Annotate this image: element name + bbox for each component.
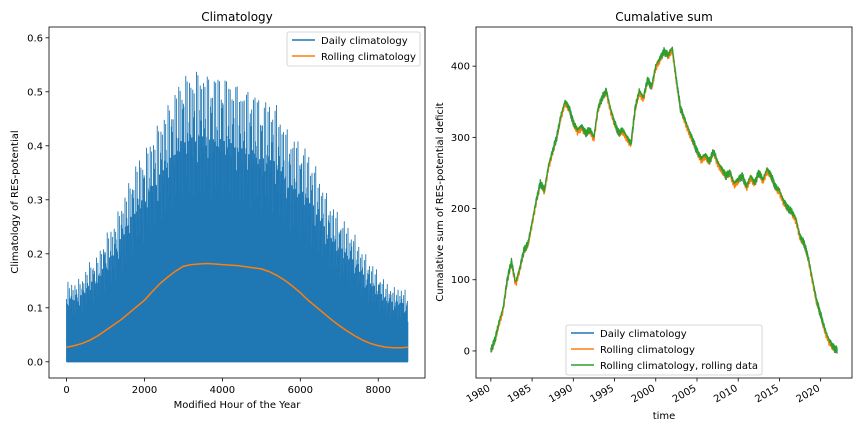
climatology-plot-area (66, 71, 409, 363)
climatology-legend-label-daily: Daily climatology (321, 36, 408, 47)
x-tick-label: 0 (63, 385, 69, 396)
y-tick-label: 0.0 (27, 357, 43, 368)
climatology-axes-frame (48, 26, 426, 379)
climatology-legend: Daily climatology Rolling climatology (286, 31, 421, 67)
series-rolling-climatology-rolling-data (490, 46, 838, 354)
climatology-y-axis-label: Climatology of RES-potential (10, 130, 21, 273)
series-rolling-climatology (66, 262, 408, 349)
y-tick-label: 0.1 (27, 303, 43, 314)
y-tick-label: 200 (451, 204, 470, 215)
y-tick-label: 0.4 (27, 141, 43, 152)
y-tick-label: 300 (451, 133, 470, 144)
climatology-legend-label-rolling: Rolling climatology (321, 52, 416, 63)
cumulative-sum-legend-label-daily: Daily climatology (600, 329, 687, 340)
x-tick-label: 6000 (288, 385, 313, 396)
cumulative-sum-x-axis-label: time (653, 411, 676, 422)
cumulative-sum-y-axis-label: Cumalative sum of RES-potential deficit (435, 102, 446, 301)
climatology-chart: Climatology 0 2000 4000 6000 8000 0.00.10.20… (10, 10, 426, 411)
cumulative-sum-legend-box (565, 324, 763, 376)
x-tick-label: 4000 (210, 385, 235, 396)
cumulative-sum-legend-label-rolling: Rolling climatology (600, 345, 695, 356)
cumulative-sum-legend-label-rolling-data: Rolling climatology, rolling data (600, 361, 758, 372)
cumulative-sum-title: Cumalative sum (615, 10, 713, 24)
climatology-y-ticks: 0.0 0.1 0.2 0.3 0.4 0.5 0.6 (27, 33, 49, 368)
cumulative-sum-axes-frame (475, 26, 853, 379)
y-tick-label: 0.2 (27, 249, 43, 260)
y-tick-label: 400 (451, 62, 470, 73)
x-tick-label: 2000 (132, 385, 157, 396)
y-tick-label: 0 (464, 346, 470, 357)
y-tick-label: 100 (451, 275, 470, 286)
y-tick-label: 0.3 (27, 195, 43, 206)
cumulative-sum-legend: Daily climatology Rolling climatology Ro… (565, 324, 763, 376)
y-tick-label: 0.6 (27, 33, 43, 44)
climatology-legend-box (286, 31, 421, 67)
cumulative-sum-plot-area (490, 46, 838, 354)
x-tick-label: 8000 (366, 385, 391, 396)
climatology-x-ticks: 0 2000 4000 6000 8000 (63, 378, 391, 396)
cumulative-sum-y-ticks: 0 100 200 300 400 (451, 62, 476, 357)
climatology-x-axis-label: Modified Hour of the Year (174, 400, 302, 411)
climatology-title: Climatology (201, 10, 273, 24)
series-daily-climatology (66, 71, 409, 362)
y-tick-label: 0.5 (27, 87, 43, 98)
